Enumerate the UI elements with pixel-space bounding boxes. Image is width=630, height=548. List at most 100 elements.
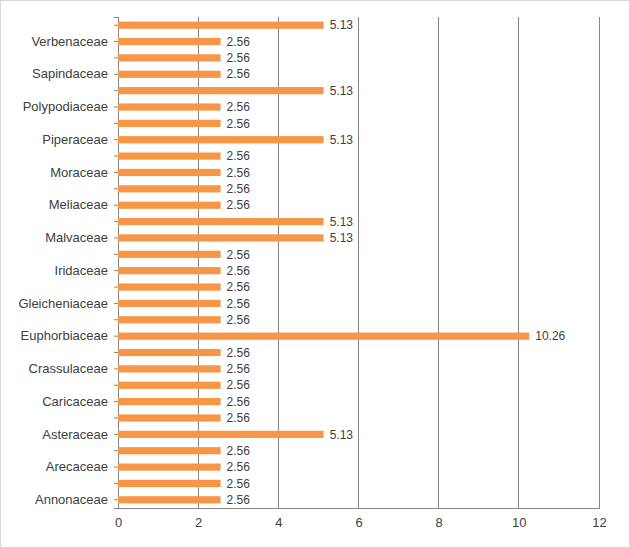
bar <box>118 349 221 356</box>
data-label: 2.56 <box>227 493 251 507</box>
y-tick <box>114 25 118 26</box>
x-tick-label: 10 <box>512 515 526 530</box>
data-label: 2.56 <box>227 477 251 491</box>
y-tick: Iridaceae <box>55 263 118 278</box>
y-tick-mark <box>114 368 118 369</box>
y-tick <box>114 483 118 484</box>
bar <box>118 267 221 274</box>
bar <box>118 398 221 405</box>
bars <box>118 22 529 504</box>
x-tick-label: 6 <box>355 515 362 530</box>
bar <box>118 87 324 94</box>
bar <box>118 103 221 110</box>
data-label: 2.56 <box>227 166 251 180</box>
y-tick <box>114 319 118 320</box>
y-tick-mark <box>114 90 118 91</box>
data-labels: 2.56 2.56 2.56 2.56 5.13 2.56 2.56 2.56 2.56 2.56… <box>227 18 566 507</box>
bar <box>118 251 221 258</box>
bar <box>118 480 221 487</box>
bar <box>118 447 221 454</box>
y-tick: Euphorbiaceae <box>21 328 118 343</box>
y-tick <box>114 90 118 91</box>
bar <box>118 71 221 78</box>
data-label: 2.56 <box>227 346 251 360</box>
data-label: 2.56 <box>227 51 251 65</box>
y-tick-mark <box>114 156 118 157</box>
x-tick-label: 12 <box>592 515 606 530</box>
data-label: 5.13 <box>330 215 354 229</box>
y-tick-mark <box>114 107 118 108</box>
y-tick-mark <box>114 139 118 140</box>
y-tick-mark <box>114 401 118 402</box>
data-label: 2.56 <box>227 35 251 49</box>
data-label: 10.26 <box>535 329 565 343</box>
y-tick <box>114 57 118 58</box>
x-tick: 2 <box>195 508 202 530</box>
bar <box>118 22 324 29</box>
x-tick-label: 4 <box>275 515 282 530</box>
bar <box>118 365 221 372</box>
grid <box>118 17 599 508</box>
x-tick: 8 <box>436 508 443 530</box>
y-tick-mark <box>114 41 118 42</box>
y-tick <box>114 188 118 189</box>
data-label: 5.13 <box>330 84 354 98</box>
y-tick-mark <box>114 254 118 255</box>
y-axis: Annonaceae Arecaceae Asteraceae Caricaceae C… <box>18 18 118 509</box>
data-label: 5.13 <box>330 133 354 147</box>
y-tick: Annonaceae <box>35 492 118 507</box>
y-tick: Sapindaceae <box>32 66 118 81</box>
bar <box>118 316 221 323</box>
y-tick-label: Annonaceae <box>35 492 108 507</box>
y-tick: Verbenaceae <box>31 34 118 49</box>
y-tick-label: Arecaceae <box>46 459 108 474</box>
data-label: 2.56 <box>227 149 251 163</box>
data-label: 2.56 <box>227 117 251 131</box>
data-label: 2.56 <box>227 264 251 278</box>
bar <box>118 431 324 438</box>
x-tick: 0 <box>115 508 122 530</box>
grid-line <box>358 17 359 508</box>
data-label: 2.56 <box>227 460 251 474</box>
data-label: 5.13 <box>330 428 354 442</box>
bar <box>118 54 221 61</box>
y-tick-label: Euphorbiaceae <box>21 328 108 343</box>
x-axis: 0 2 4 6 8 10 12 <box>115 508 607 530</box>
y-tick <box>114 417 118 418</box>
y-tick-mark <box>114 352 118 353</box>
y-tick <box>114 287 118 288</box>
bar <box>118 185 221 192</box>
x-tick-label: 0 <box>115 515 122 530</box>
y-tick-mark <box>114 336 118 337</box>
grid-line <box>438 17 439 508</box>
y-tick <box>114 123 118 124</box>
y-tick: Asteraceae <box>42 427 118 442</box>
y-tick: Caricaceae <box>42 394 118 409</box>
x-tick: 4 <box>275 508 282 530</box>
y-tick-mark <box>114 434 118 435</box>
y-tick-mark <box>114 25 118 26</box>
data-label: 5.13 <box>330 18 354 32</box>
y-tick-mark <box>114 123 118 124</box>
y-tick-mark <box>114 237 118 238</box>
data-label: 2.56 <box>227 280 251 294</box>
bar <box>118 300 221 307</box>
y-tick-label: Piperaceae <box>42 132 108 147</box>
y-tick-mark <box>114 483 118 484</box>
y-tick <box>114 156 118 157</box>
bar <box>118 38 221 45</box>
y-tick-mark <box>114 221 118 222</box>
bar <box>118 202 221 209</box>
y-tick-mark <box>114 319 118 320</box>
data-label: 2.56 <box>227 67 251 81</box>
y-tick: Crassulaceae <box>29 361 119 376</box>
x-tick: 6 <box>355 508 362 530</box>
y-tick <box>114 385 118 386</box>
x-tick-label: 2 <box>195 515 202 530</box>
y-tick-mark <box>114 467 118 468</box>
y-tick-mark <box>114 172 118 173</box>
x-tick: 12 <box>592 508 606 530</box>
y-axis-line <box>114 18 119 509</box>
y-tick <box>114 221 118 222</box>
x-tick: 10 <box>512 508 526 530</box>
